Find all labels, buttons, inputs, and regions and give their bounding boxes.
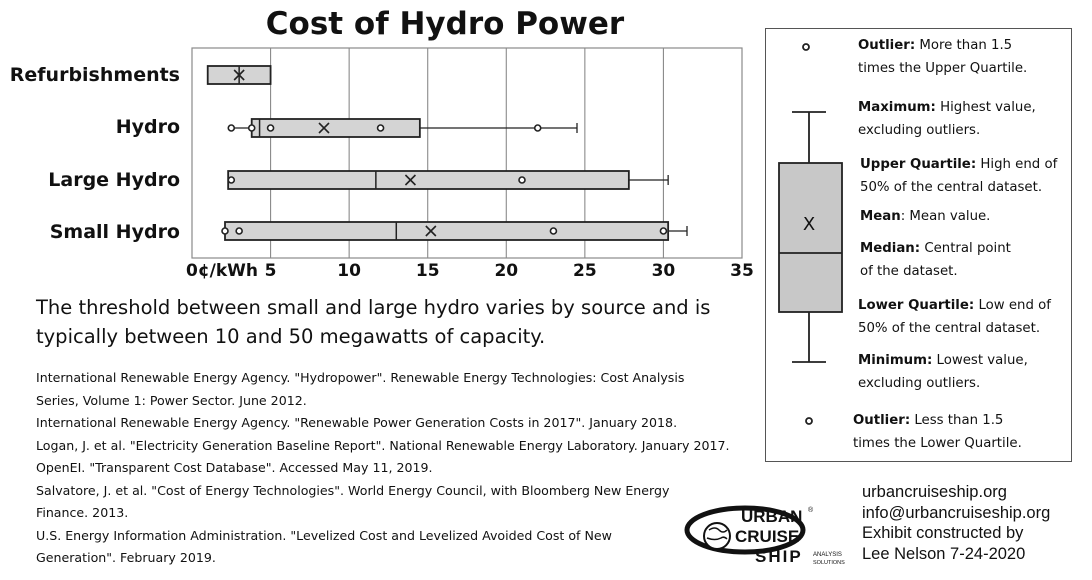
category-label-refurbishments: Refurbishments <box>9 64 180 86</box>
iqr-box <box>224 221 670 241</box>
source-line: OpenEI. "Transparent Cost Database". Acc… <box>36 460 433 475</box>
credit-author-date: Lee Nelson 7-24-2020 <box>862 544 1026 563</box>
legend-upper-quartile: Upper Quartile: High end of 50% of the ce… <box>860 157 1058 195</box>
source-line: Finance. 2013. <box>36 505 129 520</box>
x-tick-label: 25 <box>573 261 597 281</box>
website-link[interactable]: urbancruiseship.org <box>862 483 1007 501</box>
x-tick-label: 30 <box>651 261 676 281</box>
legend-maximum: Maximum: Highest value, excluding outlier… <box>858 100 1036 138</box>
x-tick-label: 15 <box>415 261 440 281</box>
legend-panel <box>765 28 1072 462</box>
outlier-point <box>221 227 229 235</box>
source-line: Logan, J. et al. "Electricity Generation… <box>36 437 730 453</box>
mean-marker <box>233 69 245 81</box>
x-tick-label: 20 <box>494 261 519 281</box>
chart-title: Cost of Hydro Power <box>265 6 625 42</box>
source-line: U.S. Energy Information Administration. … <box>36 527 612 543</box>
legend-outlier-high-marker <box>802 43 810 51</box>
legend-outlier-low-marker <box>805 417 813 425</box>
category-label-small-hydro: Small Hydro <box>49 221 180 243</box>
source-line: International Renewable Energy Agency. "… <box>36 370 685 385</box>
legend-lower-quartile: Lower Quartile: Low end of 50% of the cen… <box>858 298 1051 336</box>
outlier-point <box>659 227 668 235</box>
category-label-hydro: Hydro <box>115 116 180 138</box>
svg-text:URBAN: URBAN <box>741 507 802 526</box>
sources-list: International Renewable Energy Agency. "… <box>36 367 766 570</box>
source-line: Salvatore, J. et al. "Cost of Energy Tec… <box>36 482 670 498</box>
urban-cruise-ship-logo: URBAN ® CRUISE SHIP ANALYSIS SOLUTIONS <box>684 505 845 566</box>
source-line: International Renewable Energy Agency. "… <box>36 415 678 430</box>
iqr-box <box>250 118 421 138</box>
legend-mean-marker: X <box>803 214 815 235</box>
svg-text:SHIP: SHIP <box>755 547 803 566</box>
globe-icon <box>703 522 731 550</box>
mean-marker <box>404 174 416 186</box>
legend-outlier-high: Outlier: More than 1.5 times the Upper Qu… <box>858 38 1028 76</box>
mean-marker <box>425 225 437 237</box>
credit-line: Exhibit constructed by <box>862 524 1024 542</box>
legend-mean: Mean: Mean value. <box>860 209 991 224</box>
threshold-note: The threshold between small and large hy… <box>36 296 711 348</box>
source-line: Series, Volume 1: Power Sector. June 201… <box>36 392 307 408</box>
legend-minimum: Minimum: Lowest value, excluding outliers… <box>858 353 1028 391</box>
category-label-large-hydro: Large Hydro <box>48 169 180 191</box>
x-tick-label: 10 <box>337 261 361 281</box>
mean-marker <box>318 122 330 134</box>
outlier-point <box>227 176 236 184</box>
legend-median: Median: Central point of the dataset. <box>860 241 1011 279</box>
svg-text:ANALYSIS: ANALYSIS <box>813 552 842 558</box>
svg-text:SOLUTIONS: SOLUTIONS <box>813 560 845 566</box>
email-link[interactable]: info@urbancruiseship.org <box>862 503 1051 522</box>
legend-box <box>778 162 843 313</box>
iqr-box <box>227 170 630 190</box>
outlier-point <box>266 124 275 132</box>
outlier-point <box>235 227 243 235</box>
outlier-point <box>549 227 558 235</box>
x-tick-label: 0¢/kWh <box>186 261 259 281</box>
plot-frame <box>191 47 743 259</box>
legend-boxplot-diagram: X <box>778 43 843 425</box>
source-line: Generation". February 2019. <box>36 550 216 565</box>
contact-info: urbancruiseship.org info@urbancruiseship… <box>862 482 1050 564</box>
outlier-point <box>533 124 542 132</box>
legend-outlier-low: Outlier: Less than 1.5 times the Lower Qu… <box>853 413 1022 451</box>
outlier-point <box>376 124 385 132</box>
x-tick-label: 5 <box>264 261 277 281</box>
svg-text:CRUISE: CRUISE <box>735 527 799 546</box>
outlier-point <box>518 176 526 184</box>
x-tick-label: 35 <box>730 261 754 281</box>
outlier-point <box>247 124 256 132</box>
svg-text:®: ® <box>808 506 814 514</box>
outlier-point <box>227 124 236 132</box>
